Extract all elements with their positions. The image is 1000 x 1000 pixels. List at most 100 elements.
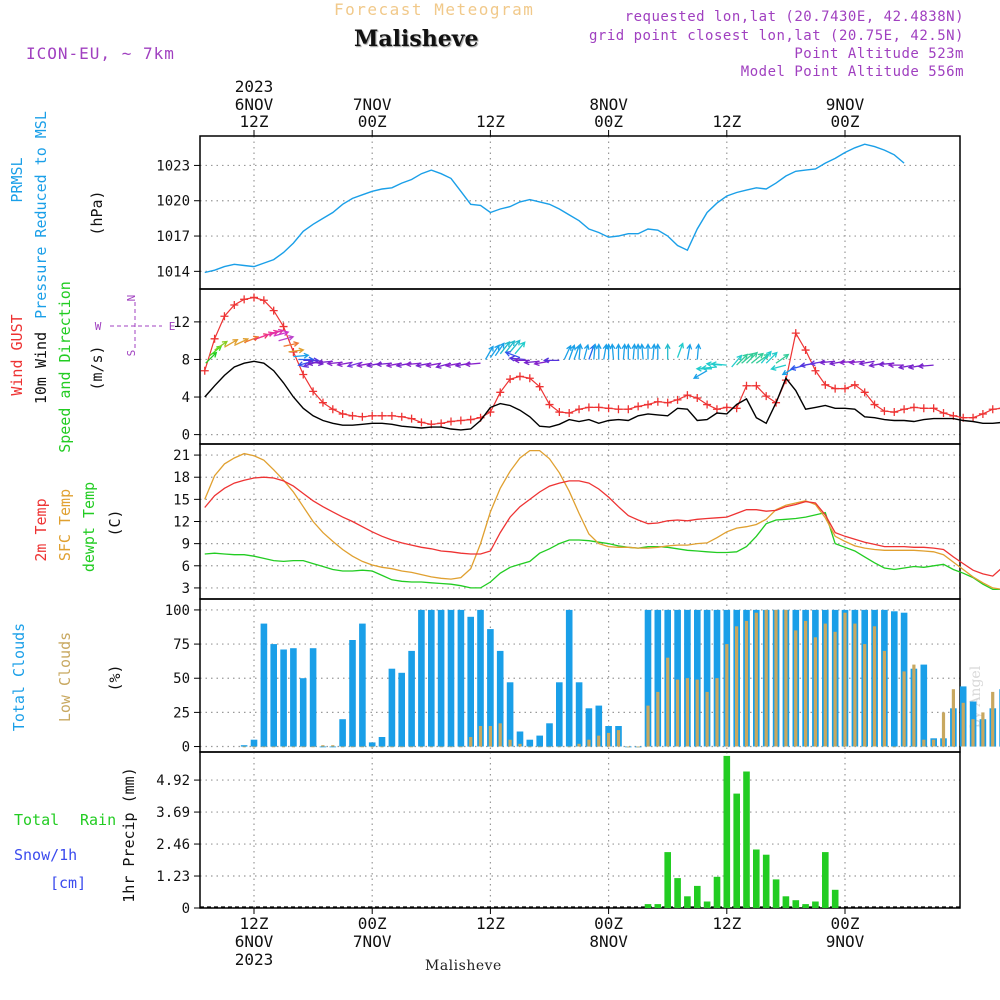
wind-gust-marker <box>378 411 387 420</box>
wind-direction-arrow <box>563 344 572 360</box>
bottom-axis-date: 9NOV <box>826 932 865 951</box>
bottom-axis-hour: 00Z <box>594 914 623 933</box>
low-cloud-bar <box>971 719 975 747</box>
total-cloud-bar <box>565 609 573 747</box>
low-cloud-bar <box>419 746 423 748</box>
total-cloud-bar <box>644 609 652 747</box>
top-axis-date: 8NOV <box>589 95 628 114</box>
total-cloud-bar <box>428 609 435 747</box>
total-cloud-bar <box>339 719 346 747</box>
total-cloud-bar <box>299 678 307 747</box>
low-cloud-bar <box>272 746 276 748</box>
wind-gust-marker <box>683 391 692 400</box>
low-cloud-bar <box>774 609 778 747</box>
rain-bar <box>743 771 750 908</box>
total-cloud-bar <box>891 611 898 747</box>
wind-gust-marker <box>811 366 820 375</box>
total-cloud-bar <box>418 609 425 747</box>
low-cloud-bar <box>262 746 266 748</box>
total-cloud-bar <box>437 609 445 747</box>
top-axis-year: 2023 <box>235 77 274 96</box>
wind-direction-arrow <box>621 343 628 360</box>
wind-gust-marker <box>919 404 928 413</box>
wind-direction-arrow <box>336 361 353 368</box>
wind-direction-arrow <box>635 343 642 360</box>
low-cloud-bar <box>872 626 877 747</box>
top-axis-hour: 00Z <box>594 112 623 131</box>
temperature-ytick-label: 6 <box>182 559 190 575</box>
total-cloud-bar <box>280 649 287 747</box>
wind-gust-marker <box>299 370 308 379</box>
rain-bar <box>822 852 829 908</box>
temperature-ytick-label: 9 <box>182 537 190 553</box>
wind-gust-marker <box>368 411 377 420</box>
bottom-axis-date: 8NOV <box>589 932 628 951</box>
total-cloud-bar <box>487 629 494 747</box>
total-clouds-label: Total Clouds <box>10 623 28 731</box>
rain-bar <box>753 849 760 908</box>
low-cloud-bar <box>597 735 601 747</box>
low-cloud-bar <box>961 702 965 747</box>
wind-gust-marker <box>712 405 721 414</box>
total-cloud-bar <box>920 664 928 747</box>
total-cloud-bar <box>575 682 583 747</box>
low-cloud-bar <box>616 730 621 747</box>
wind-gust-marker <box>575 405 584 414</box>
wind-direction-arrow <box>858 360 875 367</box>
low-cloud-bar <box>863 644 867 747</box>
wind-gust-marker <box>663 398 672 407</box>
compass-e-label: E <box>169 320 176 333</box>
footer-station: Malisheve <box>425 958 502 974</box>
wind-direction-arrow <box>695 343 702 360</box>
precip-ytick-label: 4.92 <box>156 773 190 789</box>
low-cloud-bar <box>528 746 532 748</box>
total-cloud-bar <box>467 616 474 747</box>
total-cloud-bar <box>556 682 563 747</box>
low-cloud-bar <box>705 691 709 747</box>
wind-gust-marker <box>900 405 909 414</box>
wind-gust-marker <box>880 407 889 416</box>
bottom-axis-hour: 12Z <box>476 914 505 933</box>
wind-gust-label: Wind GUST <box>8 314 26 395</box>
wind-gust-marker <box>279 322 288 331</box>
total-cloud-bar <box>457 609 465 747</box>
top-axis-hour: 12Z <box>712 112 741 131</box>
wind-direction-arrow <box>288 347 305 354</box>
wind-gust-marker <box>988 405 997 414</box>
total-cloud-bar <box>378 737 386 747</box>
low-cloud-bar <box>518 743 522 747</box>
requested-coords: requested lon,lat (20.7430E, 42.4838N) <box>624 9 964 25</box>
wind-gust-marker <box>752 381 761 390</box>
wind-direction-arrow <box>504 351 521 359</box>
low-clouds-label: Low Clouds <box>56 632 74 722</box>
wind-gust-marker <box>309 387 318 396</box>
wind-ytick-label: 0 <box>182 428 190 444</box>
low-cloud-bar <box>360 746 364 748</box>
low-cloud-bar <box>341 746 345 748</box>
wind-gust-marker <box>732 404 741 413</box>
pressure-ytick-label: 1017 <box>156 229 190 245</box>
wind-panel: 0 4 8 12 <box>173 288 961 445</box>
wind-gust-marker <box>555 408 564 417</box>
wind-direction-arrow <box>700 364 718 371</box>
total-cloud-bar <box>674 609 681 747</box>
low-cloud-bar <box>587 739 591 747</box>
wind-gust-marker <box>693 393 702 402</box>
compass-s-label: S <box>125 350 138 357</box>
low-cloud-bar <box>567 746 571 748</box>
wind-gust-marker <box>604 404 613 413</box>
temp-unit-label: (C) <box>106 509 124 536</box>
low-cloud-bar <box>390 746 394 748</box>
wind-gust-marker <box>653 397 662 406</box>
low-cloud-bar <box>715 678 719 747</box>
wind-direction-arrow <box>615 343 622 360</box>
clouds-ytick-label: 50 <box>173 671 190 687</box>
compass-w-label: W <box>95 320 102 333</box>
wind-gust-marker <box>821 380 830 389</box>
wind-gust-marker <box>240 295 249 304</box>
low-cloud-bar <box>932 739 936 747</box>
wind-ytick-label: 12 <box>173 315 190 331</box>
low-cloud-bar <box>242 746 246 748</box>
wind-gust-marker <box>387 411 396 420</box>
wind-gust-marker <box>397 412 406 421</box>
